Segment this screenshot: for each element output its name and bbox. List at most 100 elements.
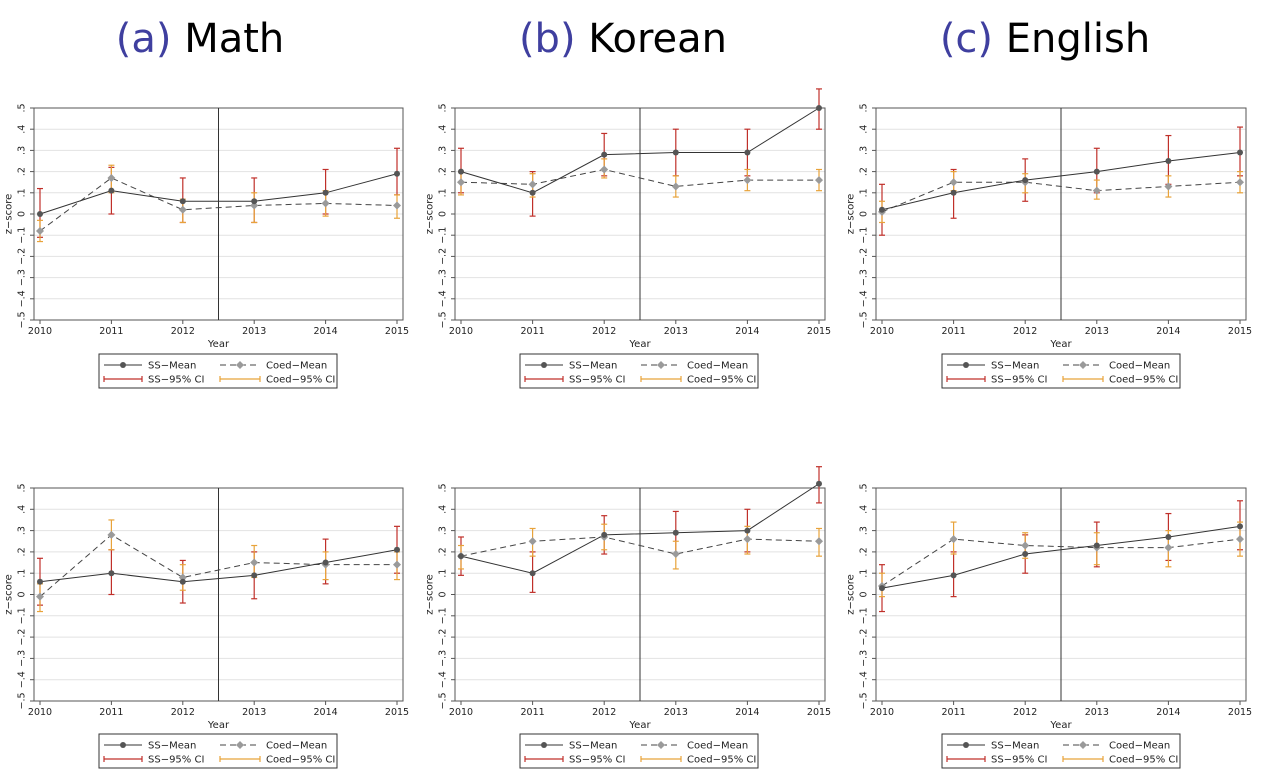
ss-mean-point bbox=[108, 570, 115, 577]
chart-english-row2: −.5 −.4 −.3 −.2 −.1 0 .1 .2 .3 .4 .5 2010 2011 2012 20… bbox=[846, 483, 1252, 769]
coed-mean-point bbox=[949, 178, 958, 187]
x-tick-label: 2014 bbox=[735, 707, 759, 718]
ss-mean-point bbox=[1237, 149, 1243, 156]
x-tick-label: 2010 bbox=[28, 707, 52, 718]
ss-mean-point bbox=[1093, 542, 1100, 549]
x-tick-label: 2010 bbox=[449, 707, 473, 718]
y-tick-label: −.1 bbox=[17, 227, 28, 244]
legend-ss-mean-label: SS−Mean bbox=[991, 361, 1039, 372]
coed-mean-line bbox=[39, 534, 397, 598]
y-tick-label: −.5 bbox=[17, 311, 28, 328]
y-tick-label: −.4 bbox=[17, 671, 28, 688]
y-tick-label: .1 bbox=[859, 188, 870, 197]
panel-titles: (a) Math (b) Korean (c) English bbox=[116, 16, 1150, 62]
ss-mean-point bbox=[744, 149, 751, 156]
y-tick-label: 0 bbox=[17, 211, 28, 217]
y-tick-label: .4 bbox=[17, 505, 28, 514]
coed-mean-point bbox=[528, 180, 537, 189]
x-tick-label: 2010 bbox=[449, 326, 473, 337]
ss-mean-point bbox=[601, 531, 608, 538]
ss-mean-point bbox=[816, 480, 822, 487]
x-tick-label: 2013 bbox=[242, 707, 266, 718]
legend-box bbox=[941, 733, 1181, 769]
x-tick-label: 2013 bbox=[1085, 326, 1109, 337]
ss-mean-point bbox=[37, 211, 43, 217]
y-tick-label: −.5 bbox=[438, 692, 449, 709]
y-tick-label: .1 bbox=[438, 188, 449, 197]
coed-mean-line bbox=[460, 536, 820, 557]
ss-mean-point bbox=[1093, 168, 1100, 175]
coed-mean-line bbox=[39, 177, 398, 232]
ss-mean-point bbox=[529, 189, 536, 196]
coed-mean-point bbox=[600, 165, 609, 174]
x-tick-label: 2015 bbox=[1228, 707, 1252, 718]
legend-coed-ci-label: Coed−95% CI bbox=[687, 375, 756, 386]
y-tick-label: .4 bbox=[17, 125, 28, 134]
coed-mean-point bbox=[815, 537, 823, 546]
panel-title-math-subject: Math bbox=[184, 16, 284, 62]
y-tick-label: −.1 bbox=[17, 607, 28, 624]
y-tick-label: −.3 bbox=[438, 650, 449, 667]
legend-coed-mean-marker bbox=[236, 361, 244, 369]
x-tick-label: 2011 bbox=[521, 707, 545, 718]
x-tick-label: 2014 bbox=[1156, 326, 1180, 337]
coed-mean-line bbox=[881, 538, 1241, 587]
y-tick-label: −.2 bbox=[438, 629, 449, 646]
panel-title-math-prefix: (a) bbox=[116, 16, 172, 62]
legend-ss-ci-label: SS−95% CI bbox=[148, 755, 204, 766]
x-tick-label: 2010 bbox=[870, 326, 894, 337]
legend-coed-ci-label: Coed−95% CI bbox=[266, 375, 335, 386]
panel-title-korean-subject: Korean bbox=[588, 16, 727, 62]
y-tick-label: −.4 bbox=[438, 290, 449, 307]
legend-ss-mean-marker bbox=[963, 742, 969, 748]
legend-ss-ci-label: SS−95% CI bbox=[569, 375, 625, 386]
ss-mean-point bbox=[601, 151, 608, 158]
y-tick-label: .4 bbox=[438, 125, 449, 134]
legend: SS−Mean Coed−Mean SS−95% CI Coed−95% CI bbox=[941, 733, 1181, 769]
coed-mean-point bbox=[671, 182, 680, 191]
ss-mean-point bbox=[458, 168, 464, 175]
x-axis-label: Year bbox=[207, 720, 230, 731]
y-tick-label: .3 bbox=[859, 526, 870, 535]
legend-box bbox=[98, 733, 338, 769]
chart-math-row2: −.5 −.4 −.3 −.2 −.1 0 .1 .2 .3 .4 .5 2010 2011 2012 20… bbox=[4, 483, 409, 769]
x-tick-label: 2011 bbox=[99, 326, 123, 337]
ss-mean-point bbox=[1022, 551, 1029, 558]
panel-title-math: (a) Math bbox=[116, 16, 285, 62]
ss-mean-line bbox=[881, 152, 1241, 211]
legend-ss-mean-label: SS−Mean bbox=[569, 741, 617, 752]
x-tick-label: 2012 bbox=[1013, 326, 1037, 337]
y-tick-label: .3 bbox=[17, 146, 28, 155]
coed-mean-point bbox=[393, 560, 401, 569]
y-tick-label: −.3 bbox=[17, 269, 28, 286]
ss-mean-point bbox=[672, 149, 679, 156]
legend: SS−Mean Coed−Mean SS−95% CI Coed−95% CI bbox=[98, 353, 338, 389]
coed-mean-point bbox=[1164, 543, 1173, 552]
ss-mean-line bbox=[881, 525, 1241, 589]
legend-ss-mean-marker bbox=[120, 742, 126, 748]
y-tick-label: −.3 bbox=[859, 650, 870, 667]
y-tick-label: −.2 bbox=[859, 629, 870, 646]
coed-mean-point bbox=[107, 173, 116, 182]
coed-mean-point bbox=[36, 592, 44, 601]
panel-title-english-prefix: (c) bbox=[940, 16, 993, 62]
legend-ss-ci-label: SS−95% CI bbox=[991, 375, 1047, 386]
legend-coed-mean-marker bbox=[657, 361, 665, 369]
x-tick-label: 2010 bbox=[870, 707, 894, 718]
y-tick-label: .2 bbox=[438, 547, 449, 556]
y-tick-label: −.5 bbox=[438, 311, 449, 328]
y-tick-label: .3 bbox=[438, 526, 449, 535]
y-axis-label: z−score bbox=[846, 574, 857, 615]
y-tick-label: .2 bbox=[859, 167, 870, 176]
y-axis-label: z−score bbox=[425, 194, 436, 235]
legend-ss-mean-marker bbox=[963, 362, 969, 368]
ss-mean-point bbox=[950, 572, 957, 579]
y-tick-label: −.1 bbox=[859, 227, 870, 244]
legend-coed-ci-label: Coed−95% CI bbox=[1109, 375, 1178, 386]
y-tick-label: −.2 bbox=[859, 248, 870, 265]
panel-title-korean: (b) Korean bbox=[519, 16, 727, 62]
ss-mean-point bbox=[1165, 533, 1172, 540]
legend-coed-mean-marker bbox=[1079, 361, 1087, 369]
x-tick-label: 2012 bbox=[1013, 707, 1037, 718]
y-tick-label: −.5 bbox=[859, 692, 870, 709]
